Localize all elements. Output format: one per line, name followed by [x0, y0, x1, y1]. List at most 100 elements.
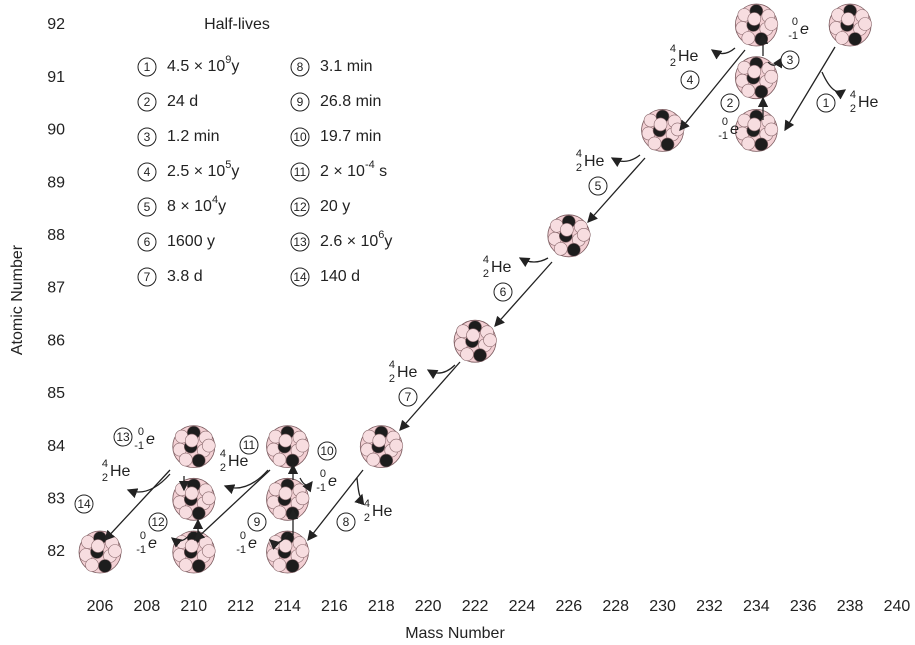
nucleon: [296, 545, 309, 558]
half-life-text: 19.7 min: [320, 128, 381, 145]
half-life-value: 140 d: [320, 268, 360, 285]
half-life-number: 2: [144, 95, 151, 109]
emission-mass: 4: [670, 43, 676, 55]
nucleon: [742, 137, 755, 150]
nucleus: [79, 531, 122, 573]
half-lives-title: Half-lives: [204, 16, 270, 33]
half-life-unit: y: [231, 163, 239, 180]
y-tick-label: 83: [47, 491, 65, 508]
nucleon: [842, 13, 855, 26]
x-tick-label: 222: [462, 598, 489, 615]
half-life-number: 14: [293, 270, 307, 284]
nucleus: [735, 57, 778, 99]
half-life-number: 5: [144, 200, 151, 214]
emission-symbol: He: [372, 503, 393, 520]
nucleon: [279, 487, 292, 500]
half-life-exponent: -4: [365, 159, 375, 171]
half-life-number: 1: [144, 60, 151, 74]
emission-symbol: He: [678, 48, 699, 65]
emission-mass: 0: [792, 16, 798, 28]
x-tick-label: 210: [180, 598, 207, 615]
nucleus: [735, 109, 778, 151]
step-label: 5: [595, 179, 602, 193]
x-tick-label: 212: [227, 598, 254, 615]
half-life-text: 2.5 × 10: [167, 163, 225, 180]
nucleon: [577, 228, 590, 241]
emission-arrow: [225, 470, 268, 488]
nucleon: [765, 70, 778, 83]
y-axis-label: Atomic Number: [9, 244, 26, 355]
nucleon: [296, 492, 309, 505]
nucleus: [735, 4, 778, 46]
half-life-unit: y: [384, 233, 392, 250]
nucleon: [859, 18, 872, 31]
x-axis-label: Mass Number: [405, 625, 505, 642]
nucleon: [748, 65, 761, 78]
emission-mass: 4: [102, 458, 108, 470]
nucleon: [185, 487, 198, 500]
nucleon: [484, 334, 497, 347]
nucleus: [360, 426, 403, 468]
step-label: 7: [405, 390, 412, 404]
x-tick-label: 236: [790, 598, 817, 615]
nucleon: [192, 454, 205, 467]
half-life-number: 13: [293, 235, 307, 249]
nucleus: [173, 426, 216, 468]
emission-charge: 2: [670, 57, 676, 69]
emission-symbol: e: [148, 535, 157, 552]
half-life-value: 1.2 min: [167, 128, 219, 145]
emission-symbol: e: [730, 121, 739, 138]
half-life-number: 6: [144, 235, 151, 249]
y-tick-label: 88: [47, 227, 65, 244]
y-tick-label: 84: [47, 438, 65, 455]
nucleon: [567, 243, 580, 256]
nucleon: [467, 329, 480, 342]
x-tick-label: 206: [87, 598, 114, 615]
half-life-value: 26.8 min: [320, 93, 381, 110]
emission-mass: 4: [850, 89, 856, 101]
emission-charge: 2: [389, 373, 395, 385]
decay-diagram: Half-lives Mass Number Atomic Number 206…: [0, 0, 915, 645]
x-tick-label: 240: [884, 598, 911, 615]
half-life-value: 4.5 × 109y: [167, 54, 239, 75]
half-life-unit: y: [218, 198, 226, 215]
step-label: 12: [151, 515, 165, 529]
y-tick-label: 87: [47, 280, 65, 297]
emission-symbol: He: [228, 453, 249, 470]
half-life-value: 8 × 104y: [167, 194, 226, 215]
half-life-text: 3.1 min: [320, 58, 372, 75]
nucleon: [202, 439, 215, 452]
half-life-number: 12: [293, 200, 307, 214]
nucleus: [267, 531, 310, 573]
nucleon: [373, 434, 386, 447]
y-tick-label: 82: [47, 543, 65, 560]
nucleon: [648, 137, 661, 150]
step-label: 9: [254, 515, 261, 529]
emission-arrow: [822, 72, 845, 92]
x-tick-label: 230: [649, 598, 676, 615]
half-life-number: 10: [293, 130, 307, 144]
nucleon: [192, 507, 205, 520]
nucleon: [748, 118, 761, 131]
nucleon: [185, 434, 198, 447]
emission-symbol: e: [146, 431, 155, 448]
half-life-value: 24 d: [167, 93, 198, 110]
nucleus: [829, 4, 872, 46]
nucleon: [380, 454, 393, 467]
emission-symbol: He: [110, 463, 131, 480]
nucleon: [765, 123, 778, 136]
x-tick-label: 216: [321, 598, 348, 615]
half-life-text: 8 × 10: [167, 198, 212, 215]
emission-charge: 2: [364, 512, 370, 524]
half-life-number: 4: [144, 165, 151, 179]
emission-mass: 4: [576, 148, 582, 160]
nucleon: [654, 118, 667, 131]
x-tick-label: 234: [743, 598, 770, 615]
half-life-value: 3.8 d: [167, 268, 203, 285]
half-life-text: 1600 y: [167, 233, 215, 250]
half-life-value: 1600 y: [167, 233, 215, 250]
nucleus: [548, 215, 591, 257]
emission-charge: -1: [788, 30, 798, 42]
x-tick-label: 226: [555, 598, 582, 615]
emission-charge: 2: [220, 462, 226, 474]
